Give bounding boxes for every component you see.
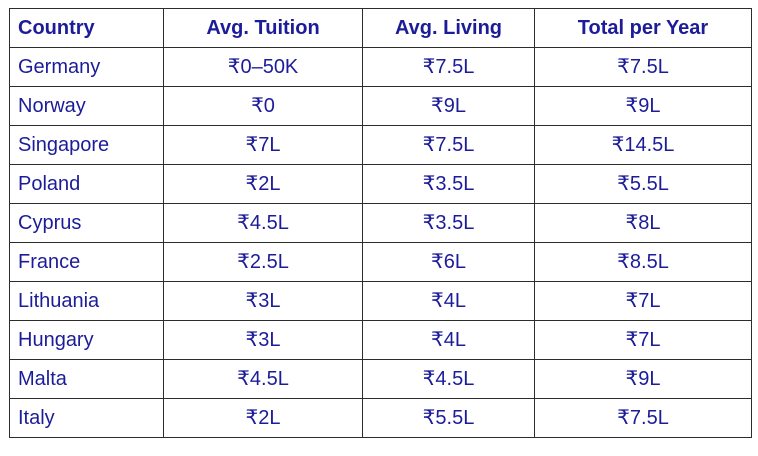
cell-country: Norway	[9, 86, 164, 126]
cell-country: Lithuania	[9, 281, 164, 321]
table-row: Malta ₹4.5L ₹4.5L ₹9L	[9, 359, 752, 399]
cell-tuition: ₹2L	[163, 398, 363, 438]
cell-total: ₹9L	[534, 359, 752, 399]
cell-living: ₹6L	[362, 242, 535, 282]
cell-country: Poland	[9, 164, 164, 204]
cell-total: ₹7L	[534, 281, 752, 321]
cost-comparison-table: Country Avg. Tuition Avg. Living Total p…	[9, 8, 752, 438]
cell-living: ₹3.5L	[362, 164, 535, 204]
cell-country: Hungary	[9, 320, 164, 360]
cell-tuition: ₹3L	[163, 281, 363, 321]
cell-total: ₹5.5L	[534, 164, 752, 204]
cell-total: ₹14.5L	[534, 125, 752, 165]
table-row: Italy ₹2L ₹5.5L ₹7.5L	[9, 398, 752, 438]
table-row: Cyprus ₹4.5L ₹3.5L ₹8L	[9, 203, 752, 243]
cell-living: ₹4L	[362, 320, 535, 360]
cell-country: Malta	[9, 359, 164, 399]
cell-tuition: ₹3L	[163, 320, 363, 360]
cell-tuition: ₹4.5L	[163, 359, 363, 399]
table-row: Norway ₹0 ₹9L ₹9L	[9, 86, 752, 126]
cell-country: Germany	[9, 47, 164, 87]
cell-country: Singapore	[9, 125, 164, 165]
cell-living: ₹3.5L	[362, 203, 535, 243]
cell-total: ₹9L	[534, 86, 752, 126]
table-row: Hungary ₹3L ₹4L ₹7L	[9, 320, 752, 360]
table-header-row: Country Avg. Tuition Avg. Living Total p…	[9, 8, 752, 48]
cell-country: Cyprus	[9, 203, 164, 243]
header-total-per-year: Total per Year	[534, 8, 752, 48]
cell-living: ₹7.5L	[362, 47, 535, 87]
cell-total: ₹8.5L	[534, 242, 752, 282]
table-row: Poland ₹2L ₹3.5L ₹5.5L	[9, 164, 752, 204]
cell-tuition: ₹2L	[163, 164, 363, 204]
cell-total: ₹8L	[534, 203, 752, 243]
table-row: France ₹2.5L ₹6L ₹8.5L	[9, 242, 752, 282]
cell-living: ₹4L	[362, 281, 535, 321]
table-row: Germany ₹0–50K ₹7.5L ₹7.5L	[9, 47, 752, 87]
cell-tuition: ₹2.5L	[163, 242, 363, 282]
table-row: Lithuania ₹3L ₹4L ₹7L	[9, 281, 752, 321]
cell-living: ₹4.5L	[362, 359, 535, 399]
header-avg-tuition: Avg. Tuition	[163, 8, 363, 48]
cost-comparison-table-wrapper: Country Avg. Tuition Avg. Living Total p…	[9, 8, 752, 438]
cell-living: ₹9L	[362, 86, 535, 126]
cell-country: Italy	[9, 398, 164, 438]
cell-tuition: ₹0–50K	[163, 47, 363, 87]
cell-total: ₹7.5L	[534, 47, 752, 87]
header-avg-living: Avg. Living	[362, 8, 535, 48]
table-row: Singapore ₹7L ₹7.5L ₹14.5L	[9, 125, 752, 165]
cell-total: ₹7L	[534, 320, 752, 360]
cell-tuition: ₹7L	[163, 125, 363, 165]
cell-living: ₹7.5L	[362, 125, 535, 165]
cell-tuition: ₹4.5L	[163, 203, 363, 243]
cell-country: France	[9, 242, 164, 282]
cell-total: ₹7.5L	[534, 398, 752, 438]
cell-living: ₹5.5L	[362, 398, 535, 438]
cell-tuition: ₹0	[163, 86, 363, 126]
header-country: Country	[9, 8, 164, 48]
